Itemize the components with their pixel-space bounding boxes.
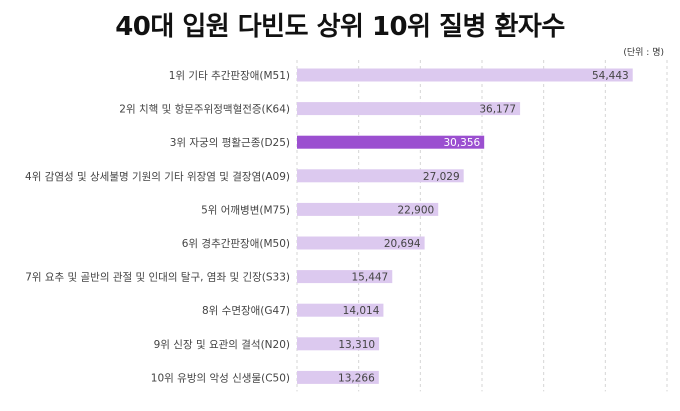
bar: [297, 202, 439, 216]
category-label: 8위 수면장애(G47): [202, 304, 290, 317]
category-label: 3위 자궁의 평활근종(D25): [170, 136, 290, 149]
bars-layer: [297, 68, 633, 384]
category-label: 10위 유방의 악성 신생물(C50): [151, 371, 290, 384]
bar: [297, 303, 384, 317]
category-label: 6위 경추간판장애(M50): [182, 237, 290, 250]
category-label: 9위 신장 및 요관의 결석(N20): [154, 338, 290, 351]
bar: [297, 370, 379, 384]
category-label: 7위 요추 및 골반의 관절 및 인대의 탈구, 염좌 및 긴장(S33): [25, 271, 290, 284]
category-label: 4위 감염성 및 상세불명 기원의 기타 위장염 및 결장염(A09): [25, 170, 290, 183]
value-label: 13,310: [338, 339, 375, 351]
labels-layer: 1위 기타 추간판장애(M51) 54,443 2위 치핵 및 항문주위정맥혈전증(…: [25, 69, 629, 384]
value-label: 20,694: [384, 238, 421, 250]
value-label: 13,266: [338, 372, 375, 384]
value-label: 36,177: [479, 104, 516, 116]
value-label: 14,014: [343, 305, 380, 317]
bar: [297, 236, 425, 250]
bar: [297, 270, 393, 284]
category-label: 2위 치핵 및 항문주위정맥혈전증(K64): [119, 103, 290, 116]
bar: [297, 102, 521, 116]
category-label: 1위 기타 추간판장애(M51): [169, 69, 290, 82]
bar: [297, 68, 633, 82]
bar: [297, 135, 485, 149]
category-label: 5위 어깨병변(M75): [201, 203, 290, 216]
value-label: 54,443: [592, 70, 629, 82]
bar: [297, 169, 464, 183]
value-label: 22,900: [397, 204, 434, 216]
bar: [297, 337, 380, 351]
unit-label: (단위 : 명): [623, 48, 664, 58]
value-label: 27,029: [423, 171, 460, 183]
grid-layer: [296, 60, 668, 392]
chart-title: 40대 입원 다빈도 상위 10위 질병 환자수: [115, 12, 565, 42]
value-label: 15,447: [352, 272, 389, 284]
value-label: 30,356: [443, 137, 480, 149]
